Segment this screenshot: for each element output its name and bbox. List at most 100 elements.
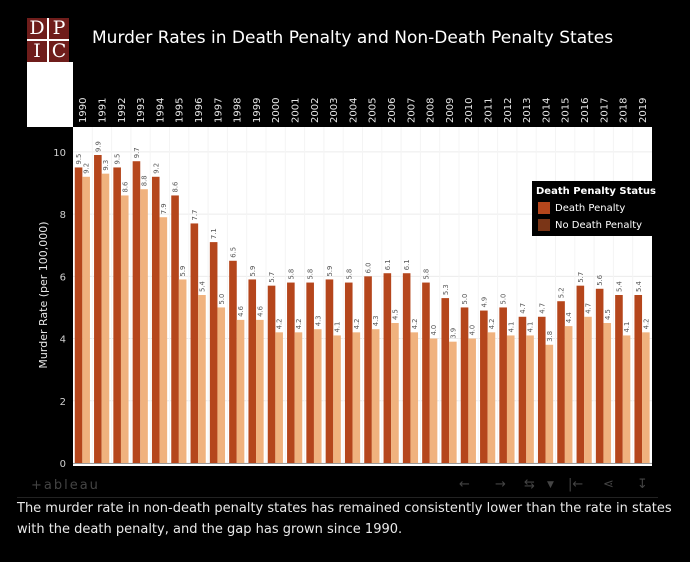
bar: [132, 161, 141, 463]
legend-item-no-death-penalty[interactable]: No Death Penalty: [538, 219, 642, 231]
data-label: 4.2: [353, 319, 361, 330]
data-label: 6.0: [365, 263, 373, 274]
x-tick-label: 2005: [368, 98, 379, 123]
y-tick-label: 4: [60, 335, 66, 346]
y-tick-label: 6: [60, 272, 66, 283]
data-label: 5.8: [345, 269, 353, 280]
data-label: 5.4: [615, 281, 623, 292]
x-tick-label: 2002: [310, 98, 321, 123]
bar: [120, 195, 129, 463]
y-tick-label: 8: [60, 210, 66, 221]
logo-letter: I: [27, 41, 47, 62]
bar: [564, 326, 573, 463]
x-tick-label: 2003: [329, 98, 340, 123]
data-label: 4.4: [565, 312, 573, 323]
bar: [460, 307, 469, 463]
bar: [313, 329, 322, 463]
y-tick-label: 0: [60, 459, 66, 470]
download-icon[interactable]: ↧: [637, 477, 648, 492]
data-label: 6.1: [384, 259, 392, 270]
data-label: 5.6: [596, 275, 604, 286]
x-tick-label: 2007: [406, 98, 417, 123]
x-tick-label: 2001: [290, 98, 301, 123]
bar: [429, 338, 438, 463]
x-tick-label: 1992: [117, 98, 128, 123]
bar: [545, 344, 554, 463]
bar: [634, 295, 643, 463]
tableau-logo-icon[interactable]: +ableau: [31, 478, 100, 493]
bar: [113, 167, 121, 463]
bar: [159, 217, 168, 463]
legend-label: No Death Penalty: [555, 219, 643, 231]
data-label: 4.3: [314, 315, 322, 326]
bar: [576, 285, 585, 463]
data-label: 5.8: [287, 269, 295, 280]
data-label: 4.6: [256, 306, 264, 317]
bar: [74, 167, 83, 463]
bar: [151, 176, 160, 463]
x-tick-label: 2011: [483, 98, 494, 123]
legend-title: Death Penalty Status: [536, 186, 656, 197]
bar: [487, 332, 496, 463]
redo-icon[interactable]: →: [495, 477, 506, 492]
bar: [526, 335, 534, 463]
bar: [275, 332, 283, 463]
x-tick-label: 2012: [503, 98, 514, 123]
chart-caption: The murder rate in non-death penalty sta…: [17, 501, 672, 537]
data-label: 7.7: [191, 210, 199, 221]
data-label: 9.3: [102, 160, 110, 171]
legend-item-death-penalty[interactable]: Death Penalty: [538, 202, 625, 214]
data-label: 4.1: [623, 322, 631, 333]
x-tick-label: 1991: [97, 98, 108, 123]
data-label: 6.5: [229, 247, 237, 258]
data-label: 4.6: [237, 306, 245, 317]
x-tick-label: 2016: [580, 98, 591, 123]
x-tick-label: 2006: [387, 98, 398, 123]
bar: [287, 282, 295, 463]
bar: [449, 341, 457, 463]
x-tick-label: 1999: [252, 98, 263, 123]
x-tick-label: 2015: [561, 98, 572, 123]
revert-icon[interactable]: ⇆: [524, 477, 535, 492]
data-label: 4.1: [507, 322, 515, 333]
bar: [217, 307, 226, 463]
pause-icon[interactable]: |←: [568, 477, 584, 492]
tableau-brand: +ableau: [31, 478, 100, 493]
bar: [256, 319, 264, 463]
legend-swatch: [538, 219, 550, 231]
bar: [402, 273, 411, 463]
bar: [480, 310, 488, 463]
logo-letter: C: [49, 41, 69, 62]
bar: [198, 295, 206, 463]
bar: [518, 316, 527, 463]
data-label: 4.7: [519, 303, 527, 314]
data-label: 4.3: [372, 315, 380, 326]
data-label: 5.2: [558, 287, 566, 298]
bar: [468, 338, 476, 463]
data-label: 7.9: [160, 203, 168, 214]
data-label: 4.5: [604, 309, 612, 320]
undo-icon[interactable]: ←: [459, 477, 470, 492]
x-tick-label: 1998: [233, 98, 244, 123]
bar: [506, 335, 515, 463]
data-label: 5.3: [442, 284, 450, 295]
data-label: 5.9: [179, 266, 187, 277]
x-tick-label: 2014: [541, 98, 552, 123]
dropdown-icon[interactable]: ▼: [547, 480, 554, 490]
data-label: 5.0: [500, 294, 508, 305]
x-tick-label: 1994: [155, 98, 166, 123]
chart-title: Murder Rates in Death Penalty and Non-De…: [92, 28, 614, 48]
bar: [615, 295, 623, 463]
bar: [595, 288, 604, 463]
bar: [344, 282, 353, 463]
data-label: 9.2: [152, 163, 160, 174]
bar: [229, 260, 237, 463]
tableau-toolbar: +ableau ← → ⇆ ▼ |← ⋖ ↧: [27, 476, 657, 496]
share-icon[interactable]: ⋖: [603, 477, 614, 492]
bar: [267, 285, 276, 463]
dpic-logo: D P I C: [27, 18, 69, 62]
data-label: 8.6: [121, 182, 129, 193]
bar: [101, 173, 110, 463]
data-label: 5.0: [461, 294, 469, 305]
